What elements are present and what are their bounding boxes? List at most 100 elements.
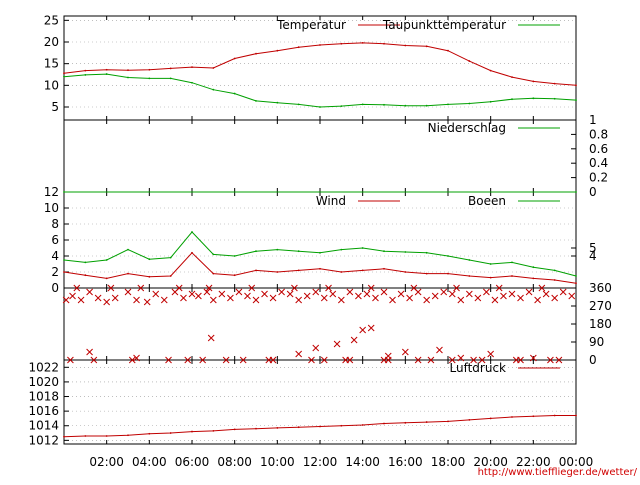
- data-point-5-1-2: [105, 435, 108, 437]
- xtick-label-0: 02:00: [89, 455, 124, 469]
- scatter-mark-87: [207, 334, 215, 342]
- scatter-mark-43: [431, 292, 439, 300]
- scatter-mark-3: [86, 288, 93, 296]
- scatter-mark-100: [86, 348, 93, 356]
- data-point-5-1-21: [511, 416, 513, 418]
- data-point-1-2-21: [511, 98, 513, 101]
- scatter-mark-56: [542, 290, 550, 298]
- data-point-5-1-7: [212, 429, 215, 432]
- data-point-1-2-18: [447, 103, 449, 106]
- data-point-1-2-20: [489, 100, 492, 103]
- scatter-mark-96: [436, 346, 443, 354]
- scatter-mark-68: [367, 284, 375, 292]
- ytick-label-1-0: 25: [44, 13, 59, 27]
- scatter-mark-95: [401, 348, 409, 356]
- scatter-mark-53: [517, 294, 524, 302]
- scatter-mark-4: [94, 294, 102, 302]
- ytick-right-label-2-4: 0.2: [589, 171, 608, 185]
- scatter-mark-9: [143, 298, 151, 306]
- scatter-mark-46: [457, 296, 465, 304]
- data-point-1-1-6: [191, 66, 193, 69]
- data-point-3-1-15: [383, 267, 385, 270]
- ytick-right-label-3-1: 4: [589, 249, 597, 263]
- scatter-mark-90: [333, 340, 341, 348]
- data-point-1-1-9: [255, 52, 257, 55]
- data-point-1-1-10: [276, 49, 279, 52]
- data-point-3-2-16: [404, 251, 407, 253]
- data-point-1-1-2: [105, 68, 108, 71]
- data-point-1-1-0: [63, 72, 65, 75]
- scatter-mark-30: [320, 294, 328, 302]
- legend-label-5-1: Luftdruck: [449, 361, 506, 375]
- data-point-3-1-13: [340, 271, 343, 273]
- scatter-mark-103: [222, 356, 230, 364]
- scatter-mark-102: [184, 356, 192, 364]
- data-point-3-2-7: [212, 253, 215, 256]
- data-point-3-2-21: [511, 261, 513, 264]
- data-point-1-1-18: [447, 49, 449, 52]
- scatter-mark-37: [380, 288, 388, 296]
- scatter-mark-71: [495, 284, 503, 292]
- scatter-mark-14: [188, 290, 196, 298]
- data-point-3-1-5: [169, 275, 172, 277]
- data-point-5-1-18: [447, 420, 449, 423]
- scatter-mark-44: [440, 288, 448, 296]
- data-point-1-2-5: [169, 77, 172, 80]
- scatter-mark-105: [320, 356, 328, 364]
- scatter-mark-39: [397, 290, 405, 298]
- data-point-1-1-23: [553, 82, 556, 85]
- data-point-1-1-17: [425, 45, 428, 48]
- data-point-3-1-1: [84, 274, 87, 277]
- ytick-right-label-2-3: 0.4: [589, 156, 608, 170]
- footer-url[interactable]: http://www.tiefflieger.de/wetter/: [478, 467, 638, 478]
- data-point-1-2-0: [63, 75, 65, 78]
- data-point-1-1-21: [511, 76, 513, 78]
- scatter-mark-110: [478, 356, 486, 364]
- data-point-3-2-19: [468, 259, 471, 261]
- data-point-3-1-6: [191, 251, 193, 254]
- scatter-mark-62: [137, 284, 145, 292]
- data-point-1-2-23: [553, 97, 556, 100]
- scatter-mark-57: [551, 294, 559, 302]
- scatter-mark-13: [180, 294, 187, 302]
- data-point-5-1-3: [127, 434, 129, 437]
- data-point-1-1-5: [169, 67, 172, 70]
- xtick-label-3: 08:00: [217, 455, 252, 469]
- scatter-mark-76: [165, 356, 172, 364]
- ytick-right-label-4-0: 360: [589, 281, 612, 295]
- scatter-mark-59: [568, 292, 576, 300]
- data-point-1-2-16: [404, 104, 407, 107]
- panel-frame-4: [63, 287, 577, 361]
- scatter-mark-67: [325, 284, 332, 292]
- scatter-mark-64: [205, 284, 213, 292]
- data-point-1-1-11: [297, 46, 300, 49]
- marks-layer: [62, 24, 577, 438]
- scatter-mark-107: [380, 356, 388, 364]
- scatter-mark-45: [448, 290, 456, 298]
- scatter-mark-25: [278, 288, 285, 296]
- scatter-mark-66: [291, 284, 298, 292]
- scatter-mark-93: [367, 324, 375, 332]
- scatter-mark-50: [491, 296, 499, 304]
- ytick-label-3-6: 0: [51, 281, 59, 295]
- data-point-3-2-6: [191, 231, 193, 233]
- scatter-mark-20: [235, 288, 243, 296]
- ytick-label-5-2: 1018: [28, 390, 59, 404]
- scatter-mark-98: [487, 350, 495, 358]
- xtick-label-2: 06:00: [175, 455, 210, 469]
- data-point-3-1-4: [148, 275, 151, 278]
- data-point-5-1-11: [297, 426, 300, 429]
- ytick-label-1-4: 5: [51, 100, 59, 114]
- data-point-3-1-22: [532, 277, 535, 280]
- xtick-label-11: 00:00: [559, 455, 594, 469]
- data-point-3-2-13: [340, 248, 343, 251]
- data-point-2-1-1: [575, 191, 577, 193]
- scatter-mark-28: [303, 292, 311, 300]
- data-point-1-1-20: [489, 69, 492, 72]
- scatter-mark-80: [308, 356, 315, 364]
- scatter-mark-15: [195, 292, 202, 300]
- data-point-3-2-12: [319, 251, 321, 254]
- ytick-right-label-2-0: 1: [589, 113, 597, 127]
- xtick-label-9: 20:00: [473, 455, 508, 469]
- scatter-mark-19: [227, 294, 234, 302]
